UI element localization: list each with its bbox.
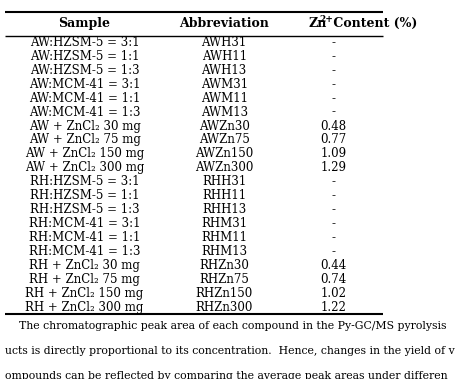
Text: -: - — [332, 50, 336, 63]
Text: 0.48: 0.48 — [320, 119, 346, 133]
Text: AW:MCM-41 = 1:3: AW:MCM-41 = 1:3 — [29, 106, 140, 119]
Text: RH:MCM-41 = 3:1: RH:MCM-41 = 3:1 — [29, 217, 140, 230]
Text: -: - — [332, 203, 336, 216]
Text: AWM11: AWM11 — [201, 92, 247, 105]
Text: AW:MCM-41 = 3:1: AW:MCM-41 = 3:1 — [29, 78, 140, 91]
Text: RHM11: RHM11 — [201, 231, 247, 244]
Text: RH:HZSM-5 = 1:3: RH:HZSM-5 = 1:3 — [30, 203, 139, 216]
Text: RH + ZnCl₂ 75 mg: RH + ZnCl₂ 75 mg — [29, 273, 140, 286]
Text: AW + ZnCl₂ 300 mg: AW + ZnCl₂ 300 mg — [25, 161, 144, 174]
Text: AW + ZnCl₂ 75 mg: AW + ZnCl₂ 75 mg — [28, 133, 140, 146]
Text: RHZn150: RHZn150 — [196, 287, 253, 300]
Text: 2+: 2+ — [319, 15, 333, 23]
Text: AWH13: AWH13 — [201, 64, 247, 77]
Text: RHH31: RHH31 — [202, 175, 246, 188]
Text: RH + ZnCl₂ 30 mg: RH + ZnCl₂ 30 mg — [29, 259, 140, 272]
Text: 1.09: 1.09 — [320, 147, 346, 160]
Text: -: - — [332, 36, 336, 49]
Text: RH:HZSM-5 = 3:1: RH:HZSM-5 = 3:1 — [30, 175, 139, 188]
Text: RH + ZnCl₂ 150 mg: RH + ZnCl₂ 150 mg — [26, 287, 144, 300]
Text: -: - — [332, 189, 336, 202]
Text: AWM13: AWM13 — [201, 106, 248, 119]
Text: RHZn30: RHZn30 — [199, 259, 249, 272]
Text: RHH11: RHH11 — [202, 189, 246, 202]
Text: RHH13: RHH13 — [202, 203, 246, 216]
Text: AWZn75: AWZn75 — [199, 133, 250, 146]
Text: RHZn75: RHZn75 — [199, 273, 249, 286]
Text: AW:MCM-41 = 1:1: AW:MCM-41 = 1:1 — [29, 92, 140, 105]
Text: 0.44: 0.44 — [320, 259, 347, 272]
Text: 0.77: 0.77 — [320, 133, 347, 146]
Text: -: - — [332, 78, 336, 91]
Text: -: - — [332, 64, 336, 77]
Text: AW:HZSM-5 = 1:1: AW:HZSM-5 = 1:1 — [30, 50, 139, 63]
Text: RH:HZSM-5 = 1:1: RH:HZSM-5 = 1:1 — [30, 189, 139, 202]
Text: RHM13: RHM13 — [201, 245, 247, 258]
Text: The chromatographic peak area of each compound in the Py-GC/MS pyrolysis: The chromatographic peak area of each co… — [5, 321, 447, 331]
Text: AWM31: AWM31 — [201, 78, 248, 91]
Text: AWH11: AWH11 — [201, 50, 247, 63]
Text: RH:MCM-41 = 1:3: RH:MCM-41 = 1:3 — [29, 245, 140, 258]
Text: -: - — [332, 106, 336, 119]
Text: RHZn300: RHZn300 — [195, 301, 253, 313]
Text: AWZn30: AWZn30 — [199, 119, 250, 133]
Text: 1.02: 1.02 — [320, 287, 346, 300]
Text: Sample: Sample — [58, 17, 110, 30]
Text: RH:MCM-41 = 1:1: RH:MCM-41 = 1:1 — [29, 231, 140, 244]
Text: -: - — [332, 92, 336, 105]
Text: AWH31: AWH31 — [201, 36, 247, 49]
Text: AW:HZSM-5 = 3:1: AW:HZSM-5 = 3:1 — [30, 36, 139, 49]
Text: -: - — [332, 245, 336, 258]
Text: AW:HZSM-5 = 1:3: AW:HZSM-5 = 1:3 — [30, 64, 139, 77]
Text: ompounds can be reflected by comparing the average peak areas under differen: ompounds can be reflected by comparing t… — [5, 371, 448, 379]
Text: -: - — [332, 231, 336, 244]
Text: AWZn300: AWZn300 — [195, 161, 253, 174]
Text: AW + ZnCl₂ 150 mg: AW + ZnCl₂ 150 mg — [25, 147, 144, 160]
Text: ucts is directly proportional to its concentration.  Hence, changes in the yield: ucts is directly proportional to its con… — [5, 346, 455, 356]
Text: AWZn150: AWZn150 — [195, 147, 253, 160]
Text: Abbreviation: Abbreviation — [179, 17, 269, 30]
Text: 1.22: 1.22 — [321, 301, 346, 313]
Text: RH + ZnCl₂ 300 mg: RH + ZnCl₂ 300 mg — [25, 301, 144, 313]
Text: 1.29: 1.29 — [320, 161, 346, 174]
Text: -: - — [332, 175, 336, 188]
Text: -: - — [332, 217, 336, 230]
Text: AW + ZnCl₂ 30 mg: AW + ZnCl₂ 30 mg — [28, 119, 140, 133]
Text: Zn: Zn — [309, 17, 327, 30]
Text: Content (%): Content (%) — [329, 17, 418, 30]
Text: RHM31: RHM31 — [201, 217, 247, 230]
Text: 0.74: 0.74 — [320, 273, 347, 286]
